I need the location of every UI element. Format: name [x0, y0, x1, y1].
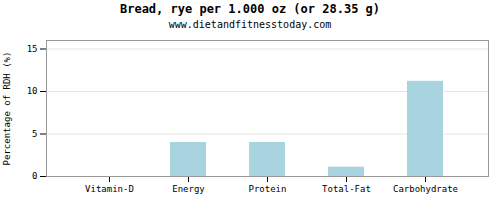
svg-text:15: 15 — [27, 44, 38, 54]
html-text:Bread, rye per 1.000 oz (or 28: Bread, rye per 1.000 oz (or 28.35 g) — [120, 2, 380, 16]
svg-text:Energy: Energy — [172, 184, 205, 194]
svg-text:0: 0 — [32, 171, 37, 181]
svg-text:Total-Fat: Total-Fat — [322, 184, 371, 194]
html-text:www.dietandfitnesstoday.com: www.dietandfitnesstoday.com — [168, 19, 332, 30]
svg-text:Protein: Protein — [249, 184, 287, 194]
svg-text:Carbohydrate: Carbohydrate — [393, 184, 458, 194]
svg-text:Percentage of RDH (%): Percentage of RDH (%) — [2, 52, 12, 166]
svg-text:Vitamin-D: Vitamin-D — [85, 184, 134, 194]
svg-text:5: 5 — [32, 129, 37, 139]
svg-text:10: 10 — [27, 86, 38, 96]
